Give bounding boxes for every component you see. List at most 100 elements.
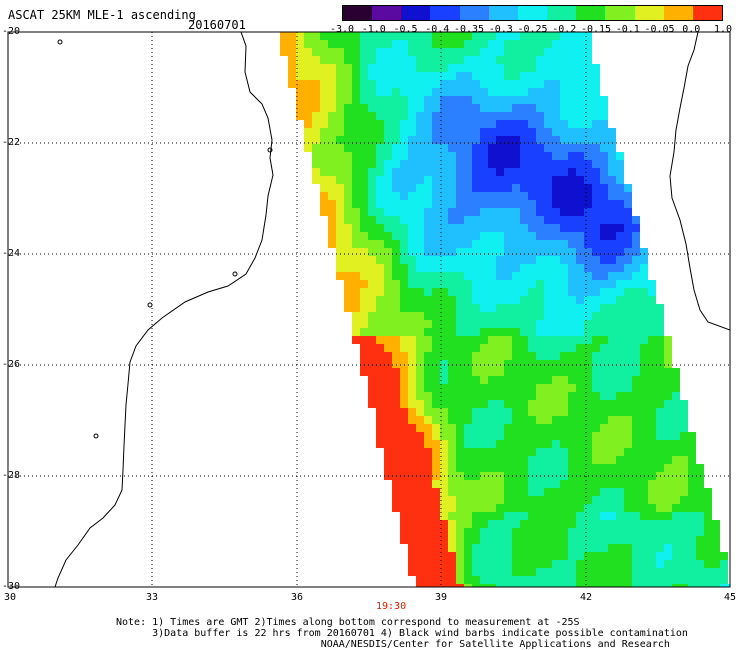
- swath-cell: [496, 64, 504, 72]
- swath-cell: [592, 432, 600, 440]
- swath-cell: [376, 144, 384, 152]
- swath-cell: [488, 40, 496, 48]
- swath-cell: [600, 536, 608, 544]
- swath-cell: [312, 88, 320, 96]
- swath-cell: [416, 576, 424, 584]
- swath-cell: [456, 304, 464, 312]
- swath-cell: [496, 256, 504, 264]
- swath-cell: [544, 304, 552, 312]
- swath-cell: [472, 400, 480, 408]
- swath-cell: [440, 56, 448, 64]
- swath-cell: [296, 112, 304, 120]
- swath-cell: [336, 112, 344, 120]
- swath-cell: [576, 40, 584, 48]
- swath-cell: [480, 432, 488, 440]
- swath-cell: [480, 536, 488, 544]
- swath-cell: [464, 312, 472, 320]
- swath-cell: [672, 488, 680, 496]
- swath-cell: [688, 560, 696, 568]
- swath-cell: [512, 568, 520, 576]
- swath-cell: [552, 352, 560, 360]
- swath-cell: [640, 280, 648, 288]
- swath-cell: [440, 456, 448, 464]
- swath-cell: [392, 448, 400, 456]
- swath-cell: [688, 568, 696, 576]
- swath-cell: [392, 360, 400, 368]
- swath-cell: [648, 576, 656, 584]
- swath-cell: [352, 152, 360, 160]
- swath-cell: [312, 176, 320, 184]
- swath-cell: [632, 296, 640, 304]
- swath-cell: [488, 432, 496, 440]
- swath-cell: [456, 480, 464, 488]
- swath-cell: [584, 176, 592, 184]
- swath-cell: [680, 528, 688, 536]
- swath-cell: [488, 456, 496, 464]
- swath-cell: [432, 104, 440, 112]
- swath-cell: [400, 48, 408, 56]
- swath-cell: [584, 488, 592, 496]
- swath-cell: [488, 384, 496, 392]
- swath-cell: [384, 32, 392, 40]
- swath-cell: [432, 456, 440, 464]
- swath-cell: [360, 144, 368, 152]
- swath-cell: [536, 216, 544, 224]
- swath-cell: [600, 208, 608, 216]
- swath-cell: [384, 416, 392, 424]
- swath-cell: [416, 96, 424, 104]
- swath-cell: [576, 160, 584, 168]
- swath-cell: [528, 560, 536, 568]
- swath-cell: [424, 416, 432, 424]
- swath-cell: [472, 184, 480, 192]
- swath-cell: [472, 512, 480, 520]
- swath-cell: [496, 216, 504, 224]
- swath-cell: [408, 488, 416, 496]
- swath-cell: [472, 104, 480, 112]
- swath-cell: [376, 312, 384, 320]
- colorbar-label: 1.0: [713, 24, 733, 35]
- swath-cell: [456, 400, 464, 408]
- swath-cell: [400, 480, 408, 488]
- swath-cell: [520, 160, 528, 168]
- swath-cell: [544, 440, 552, 448]
- swath-cell: [616, 184, 624, 192]
- swath-cell: [480, 40, 488, 48]
- swath-cell: [496, 232, 504, 240]
- swath-cell: [640, 360, 648, 368]
- swath-cell: [360, 104, 368, 112]
- swath-cell: [432, 296, 440, 304]
- swath-cell: [680, 432, 688, 440]
- swath-cell: [616, 520, 624, 528]
- swath-cell: [336, 248, 344, 256]
- swath-cell: [512, 72, 520, 80]
- swath-cell: [336, 184, 344, 192]
- swath-cell: [576, 200, 584, 208]
- swath-cell: [560, 232, 568, 240]
- swath-cell: [664, 352, 672, 360]
- swath-cell: [416, 224, 424, 232]
- swath-cell: [600, 232, 608, 240]
- swath-cell: [440, 384, 448, 392]
- swath-cell: [704, 544, 712, 552]
- swath-cell: [616, 456, 624, 464]
- swath-cell: [408, 384, 416, 392]
- swath-cell: [632, 272, 640, 280]
- swath-cell: [496, 184, 504, 192]
- swath-cell: [512, 208, 520, 216]
- swath-cell: [424, 312, 432, 320]
- swath-cell: [424, 400, 432, 408]
- swath-cell: [608, 240, 616, 248]
- swath-cell: [456, 104, 464, 112]
- swath-cell: [384, 424, 392, 432]
- swath-cell: [600, 392, 608, 400]
- swath-cell: [456, 432, 464, 440]
- swath-cell: [568, 184, 576, 192]
- swath-cell: [352, 168, 360, 176]
- swath-cell: [560, 520, 568, 528]
- swath-cell: [520, 504, 528, 512]
- swath-cell: [448, 576, 456, 584]
- swath-cell: [504, 264, 512, 272]
- swath-cell: [664, 456, 672, 464]
- swath-cell: [592, 128, 600, 136]
- swath-cell: [616, 400, 624, 408]
